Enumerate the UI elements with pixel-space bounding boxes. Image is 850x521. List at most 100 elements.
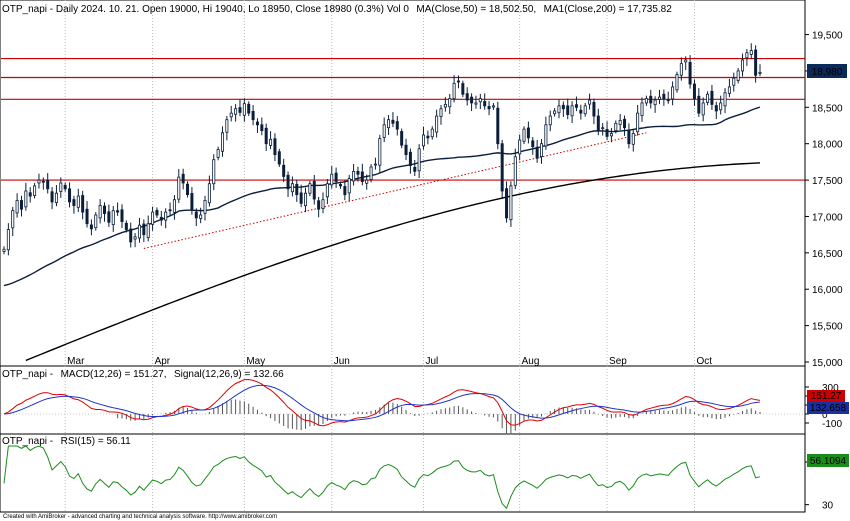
macd-badge-text: 151.27 bbox=[811, 391, 842, 402]
candle bbox=[273, 133, 277, 162]
candle bbox=[671, 81, 675, 106]
candle bbox=[68, 182, 72, 208]
candle bbox=[129, 222, 133, 248]
candle bbox=[727, 78, 731, 98]
rsi-y-tick-label: 30 bbox=[822, 501, 834, 512]
candle bbox=[238, 99, 242, 117]
y-tick-label: 15,500 bbox=[812, 322, 843, 333]
price-panel bbox=[0, 0, 806, 367]
candle bbox=[168, 202, 172, 216]
candle bbox=[295, 179, 299, 202]
candle bbox=[312, 174, 316, 205]
candle bbox=[199, 207, 203, 224]
candle bbox=[373, 157, 377, 170]
y-tick-label: 15,000 bbox=[812, 358, 843, 369]
candle bbox=[124, 220, 128, 233]
price-badge: 18,980 bbox=[807, 64, 847, 78]
rsi-badge-text: 56.1094 bbox=[810, 456, 847, 467]
footer-credit: Created with AmiBroker - advanced charti… bbox=[3, 514, 277, 520]
candle bbox=[561, 101, 565, 117]
candle bbox=[28, 187, 32, 203]
candle bbox=[640, 97, 644, 122]
x-tick-label: Sep bbox=[609, 356, 627, 367]
candle bbox=[269, 131, 273, 150]
candle bbox=[304, 187, 308, 213]
candle bbox=[63, 182, 67, 192]
candle bbox=[277, 148, 281, 167]
candle bbox=[557, 99, 561, 119]
candle bbox=[103, 202, 107, 222]
macd-y-tick-label: -100 bbox=[822, 419, 842, 430]
candle bbox=[255, 118, 259, 133]
macd-series bbox=[1, 378, 805, 435]
candle bbox=[723, 88, 727, 114]
candle bbox=[317, 196, 321, 218]
candle bbox=[404, 138, 408, 161]
candle bbox=[526, 121, 530, 144]
candle bbox=[574, 96, 578, 112]
candle bbox=[225, 115, 229, 141]
candle bbox=[461, 80, 465, 98]
candle bbox=[190, 187, 194, 215]
macd-y-tick-label: 300 bbox=[822, 383, 839, 394]
candle bbox=[212, 154, 216, 191]
candle bbox=[360, 163, 364, 186]
macd-badge: 151.27 bbox=[807, 390, 845, 402]
candle bbox=[741, 53, 745, 77]
ma200-legend: MA1(Close,200) = 17,735.82 bbox=[544, 4, 673, 15]
rsi-header: OTP_napi - RSI(15) = 56.11 bbox=[2, 431, 131, 448]
candle bbox=[601, 123, 605, 136]
candle bbox=[544, 116, 548, 150]
rsi-badge: 56.1094 bbox=[807, 454, 849, 467]
candle bbox=[443, 97, 447, 112]
candle bbox=[588, 93, 592, 110]
candle bbox=[745, 48, 749, 66]
candle bbox=[623, 115, 627, 136]
macd-header: OTP_napi - MACD(12,26) = 151.27, Signal(… bbox=[2, 364, 284, 381]
macd-y-tick-label: 0 bbox=[822, 410, 828, 421]
candle bbox=[382, 117, 386, 143]
candle bbox=[553, 108, 557, 117]
candle bbox=[666, 91, 670, 104]
candlesticks bbox=[2, 43, 762, 256]
candle bbox=[732, 72, 736, 92]
x-tick-label: Jul bbox=[426, 356, 439, 367]
candle bbox=[286, 171, 290, 197]
candle bbox=[675, 71, 679, 93]
candle bbox=[701, 97, 705, 122]
candle bbox=[470, 93, 474, 112]
candle bbox=[207, 175, 211, 207]
candle bbox=[618, 114, 622, 131]
candle bbox=[2, 246, 6, 255]
ma50-legend: MA(Close,50) = 18,502.50, bbox=[416, 4, 536, 15]
candle bbox=[194, 208, 198, 227]
candle bbox=[653, 96, 657, 113]
candle bbox=[59, 177, 63, 198]
candle bbox=[505, 181, 509, 223]
candle bbox=[378, 134, 382, 174]
rsi-legend: RSI(15) = 56.11 bbox=[61, 436, 132, 447]
candle bbox=[111, 205, 115, 232]
candle bbox=[220, 126, 224, 157]
candle bbox=[413, 160, 417, 177]
candle bbox=[644, 95, 648, 106]
candle bbox=[706, 91, 710, 106]
y-tick-label: 17,500 bbox=[812, 176, 843, 187]
candle bbox=[688, 55, 692, 89]
candle bbox=[439, 104, 443, 125]
candle bbox=[627, 123, 631, 149]
grid-layer bbox=[64, 0, 695, 512]
candle bbox=[37, 173, 41, 189]
candle bbox=[509, 181, 513, 227]
price-badge-text: 18,980 bbox=[812, 67, 843, 78]
candle bbox=[758, 64, 762, 77]
candle bbox=[229, 105, 233, 122]
candle bbox=[491, 102, 495, 110]
candle bbox=[465, 87, 469, 106]
candle bbox=[583, 102, 587, 117]
candle bbox=[540, 139, 544, 164]
candle bbox=[133, 233, 137, 248]
candle bbox=[116, 202, 120, 216]
y-tick-label: 16,500 bbox=[812, 249, 843, 260]
